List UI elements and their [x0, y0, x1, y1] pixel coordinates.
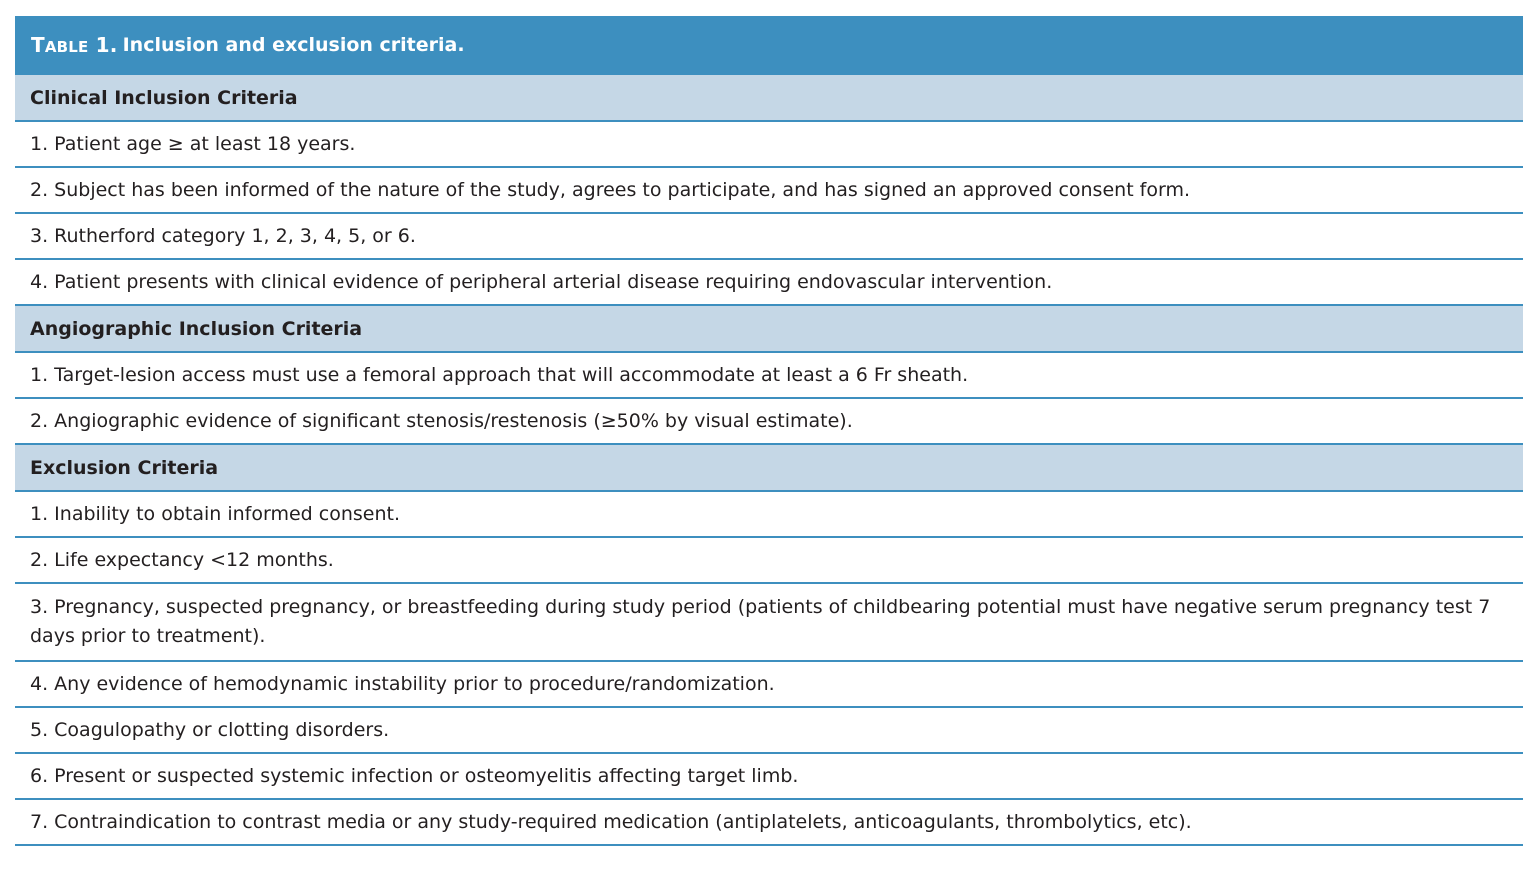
criteria-table: Table 1. Inclusion and exclusion criteri…	[15, 16, 1523, 846]
table-row: 7. Contraindication to contrast media or…	[15, 800, 1523, 846]
section-heading-exclusion: Exclusion Criteria	[15, 445, 1523, 492]
table-title: Inclusion and exclusion criteria.	[122, 33, 465, 56]
table-row: 2. Subject has been informed of the natu…	[15, 168, 1523, 214]
table-row: 3. Rutherford category 1, 2, 3, 4, 5, or…	[15, 214, 1523, 260]
table-number: 1.	[95, 32, 118, 57]
table-row: 1. Patient age ≥ at least 18 years.	[15, 122, 1523, 168]
table-row: 5. Coagulopathy or clotting disorders.	[15, 708, 1523, 754]
table-row: 3. Pregnancy, suspected pregnancy, or br…	[15, 584, 1523, 662]
section-heading-clinical-inclusion: Clinical Inclusion Criteria	[15, 75, 1523, 122]
table-row: 2. Life expectancy <12 months.	[15, 538, 1523, 584]
table-row: 1. Target-lesion access must use a femor…	[15, 353, 1523, 399]
table-title-bar: Table 1. Inclusion and exclusion criteri…	[15, 16, 1523, 75]
table-row: 6. Present or suspected systemic infecti…	[15, 754, 1523, 800]
table-row: 4. Patient presents with clinical eviden…	[15, 260, 1523, 306]
table-row: 2. Angiographic evidence of significant …	[15, 399, 1523, 445]
table-row: 4. Any evidence of hemodynamic instabili…	[15, 662, 1523, 708]
table-label-initial: T	[31, 32, 45, 57]
section-heading-angiographic-inclusion: Angiographic Inclusion Criteria	[15, 306, 1523, 353]
table-label: Table 1.	[31, 33, 118, 57]
table-label-rest: able	[44, 37, 89, 56]
table-row: 1. Inability to obtain informed consent.	[15, 492, 1523, 538]
